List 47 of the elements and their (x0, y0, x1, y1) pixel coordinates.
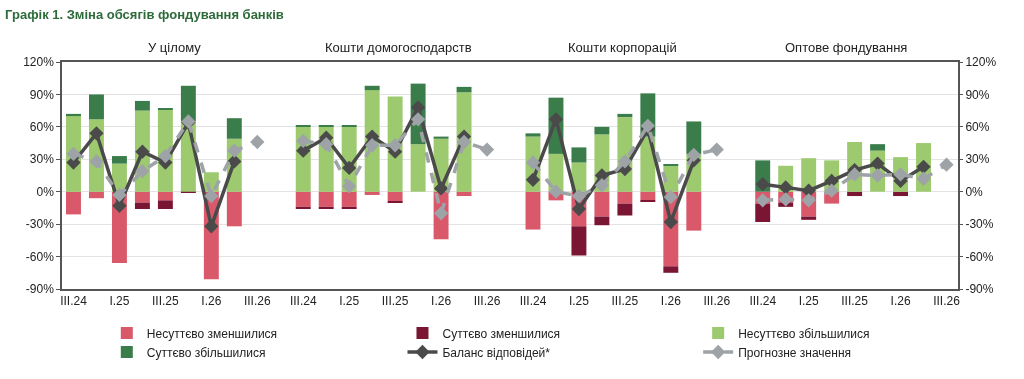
y-tick-label: -60% (25, 249, 55, 264)
x-tick-label: I.25 (798, 294, 819, 309)
y2-tick-label: 30% (965, 152, 990, 167)
x-tick-label: I.26 (890, 294, 911, 309)
x-tick-label: III.25 (152, 294, 180, 309)
x-tick-label: III.26 (933, 294, 961, 309)
y2-tick-label: -60% (965, 249, 994, 264)
y-tick-label: 0% (36, 184, 55, 199)
text: Кошти домогосподарств (325, 40, 472, 55)
legend-label: Несуттєво зменшилися (146, 326, 278, 341)
x-tick-label: I.26 (431, 294, 452, 309)
y2-tick-label: 120% (965, 55, 997, 70)
y2-tick-label: -30% (965, 217, 994, 232)
y2-tick-label: 60% (965, 120, 990, 135)
text: Кошти корпорацій (568, 40, 677, 55)
x-tick-label: III.26 (243, 294, 271, 309)
legend-label: Баланс відповідей* (442, 345, 551, 360)
x-tick-label: III.25 (841, 294, 869, 309)
y-tick-label: 120% (23, 55, 55, 70)
x-tick-label: III.26 (473, 294, 501, 309)
x-tick-label: III.24 (749, 294, 777, 309)
legend-label: Несуттєво збільшилися (738, 326, 870, 341)
x-tick-label: III.24 (60, 294, 88, 309)
legend-label: Прогнозне значення (738, 345, 852, 360)
y-tick-label: -30% (25, 217, 55, 232)
y-tick-label: 60% (29, 120, 55, 135)
legend-label: Суттєво зменшилися (442, 326, 561, 341)
x-tick-label: I.25 (339, 294, 360, 309)
x-tick-label: I.26 (660, 294, 682, 309)
legend-label: Суттєво збільшилися (146, 345, 266, 360)
x-tick-label: I.25 (568, 294, 590, 309)
x-tick-label: I.25 (109, 294, 130, 309)
x-tick-label: III.25 (381, 294, 409, 309)
y-tick-label: 30% (29, 152, 55, 167)
chart-title: Графік 1. Зміна обсягів фондування банків (5, 6, 284, 22)
x-tick-label: III.24 (289, 294, 317, 309)
y2-tick-label: 0% (965, 184, 984, 199)
y-tick-label: 90% (29, 87, 55, 102)
y2-tick-label: -90% (965, 282, 994, 297)
y2-tick-label: 90% (965, 87, 990, 102)
y-tick-label: -90% (25, 282, 55, 297)
x-tick-label: III.26 (703, 294, 731, 309)
text: Оптове фондування (785, 40, 908, 55)
x-tick-label: III.25 (611, 294, 639, 309)
x-tick-label: III.24 (519, 294, 547, 309)
x-tick-label: I.26 (201, 294, 222, 309)
text: У цілому (148, 40, 202, 55)
